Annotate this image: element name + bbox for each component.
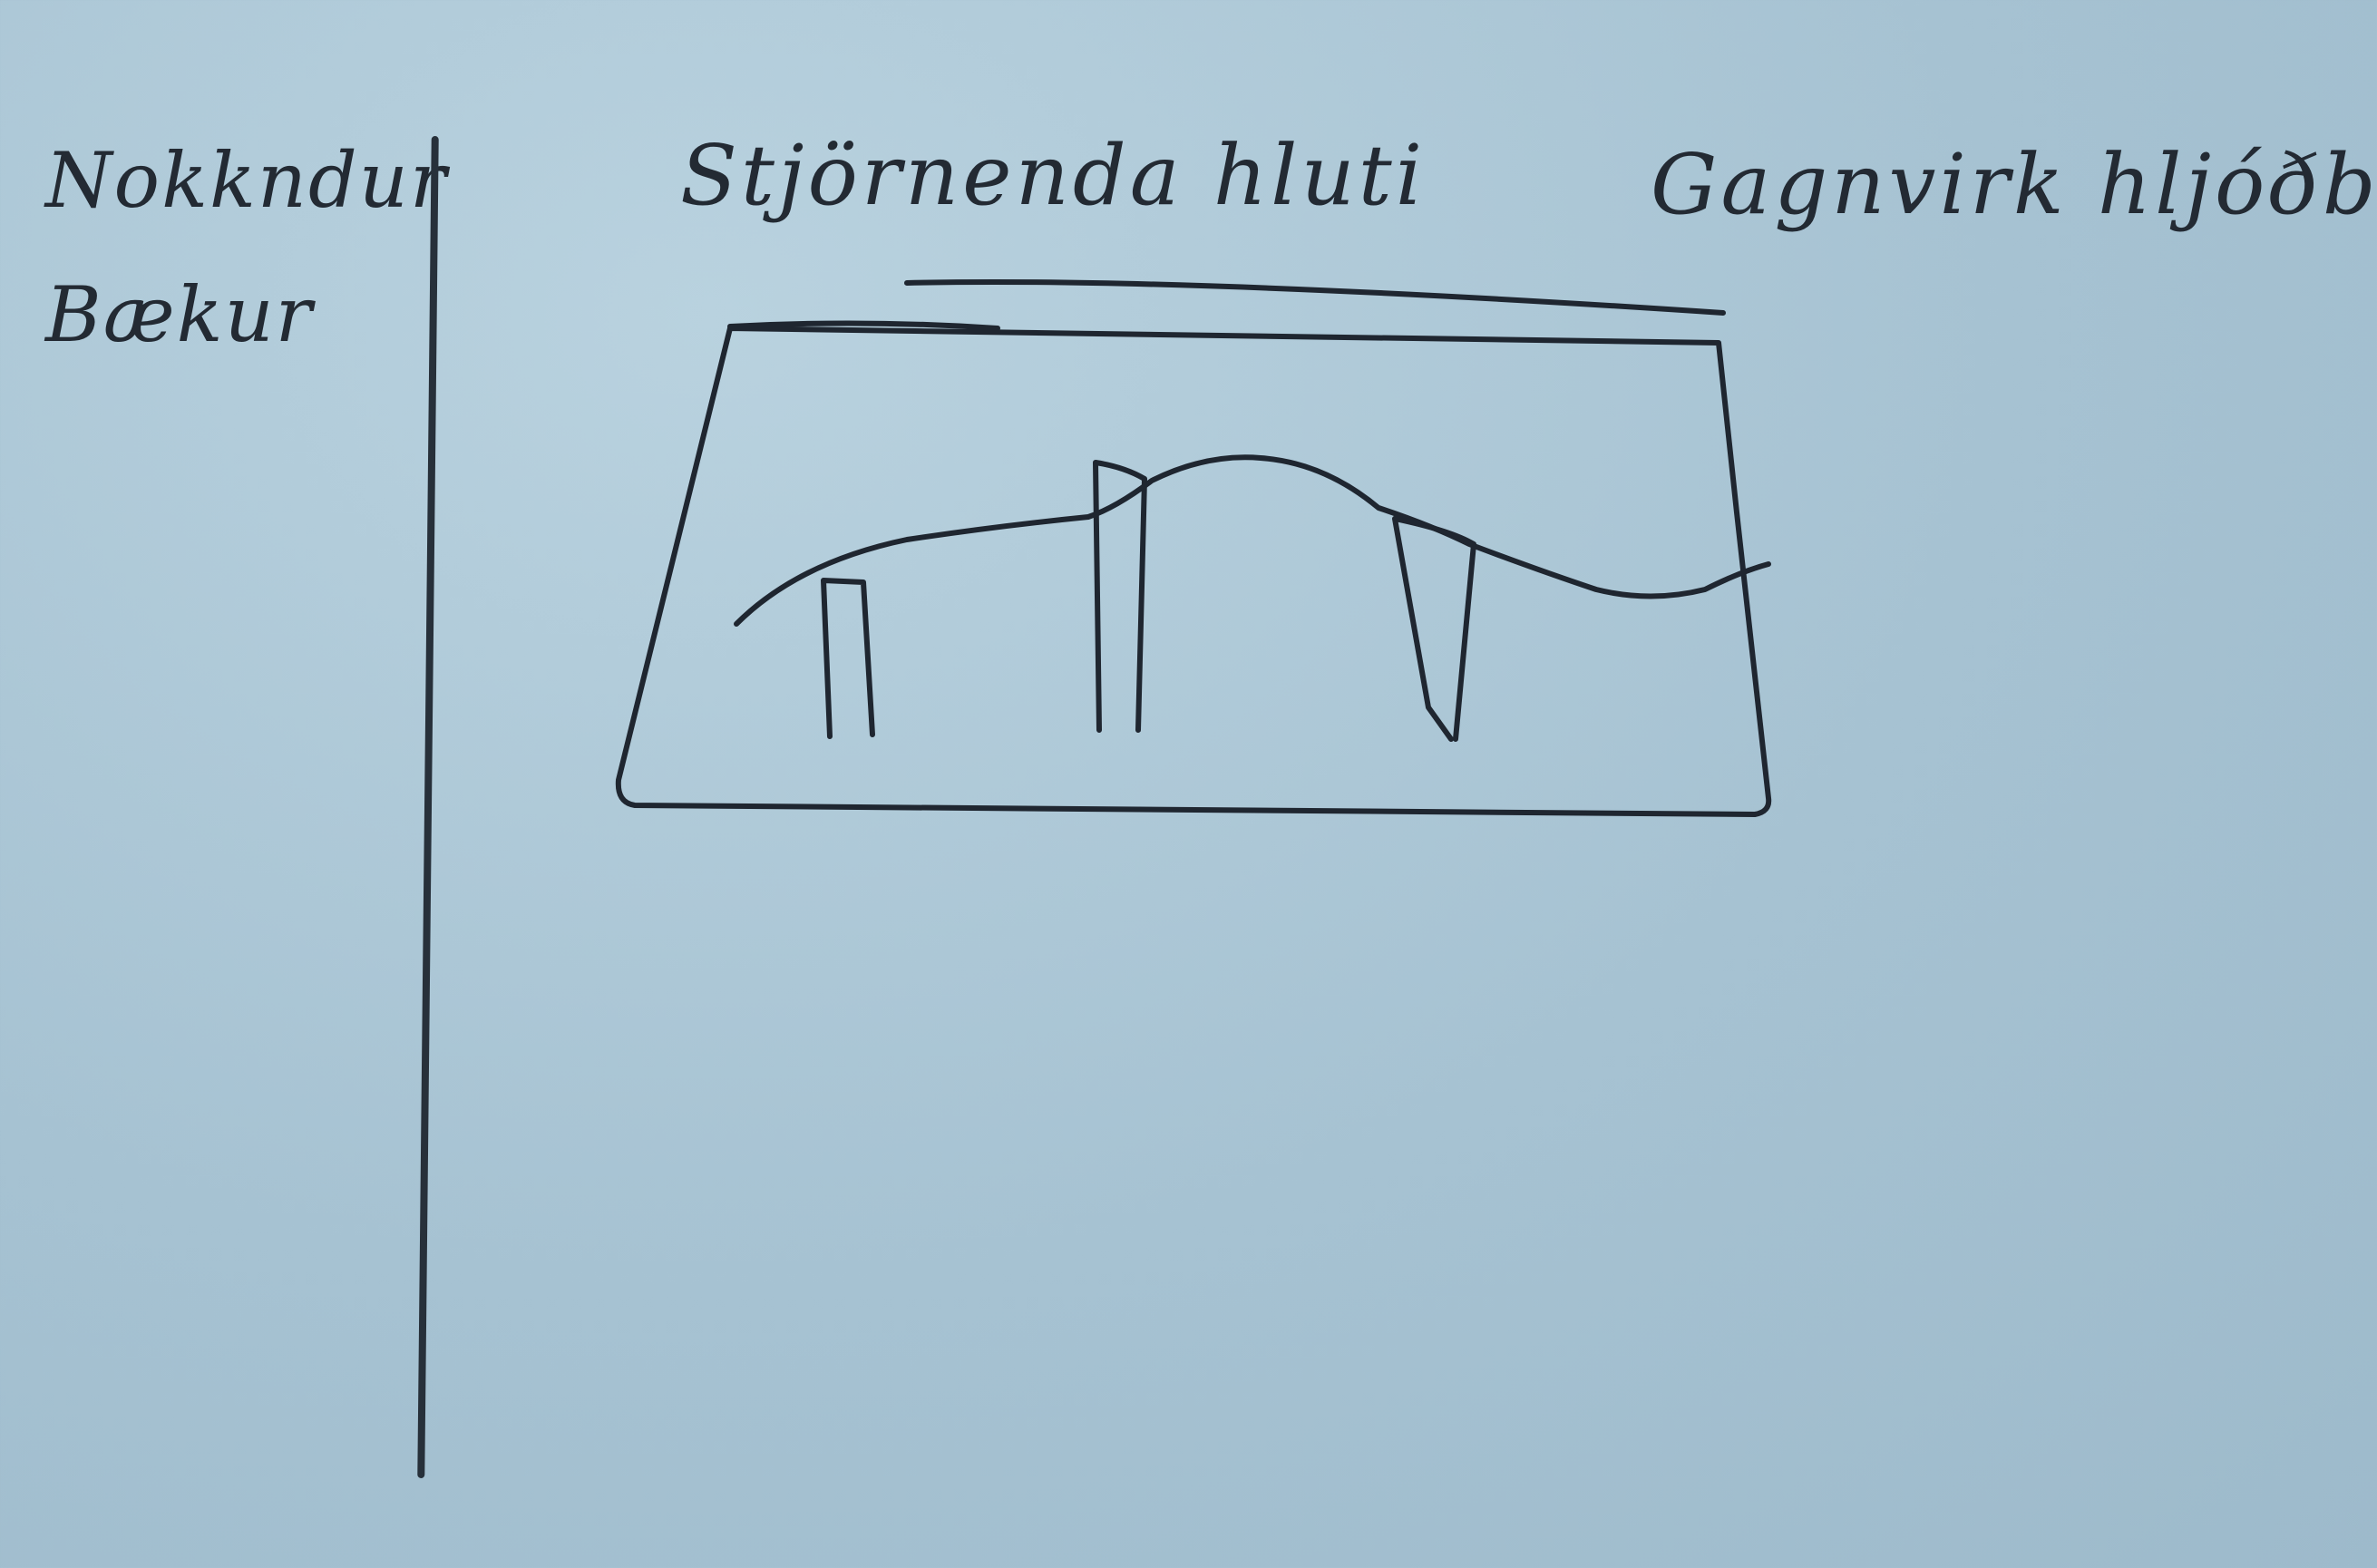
hero-frame (615, 326, 1772, 817)
tab-stjornenda-hluti[interactable]: Stjörnenda hluti (680, 127, 1427, 224)
landscape-sketch-icon (615, 278, 1772, 817)
pillar-tall (1093, 460, 1147, 733)
sidebar: Nokkndur Bækur (0, 0, 446, 1568)
sidebar-item-nokkndur[interactable]: Nokkndur (45, 136, 448, 225)
tab-gagnvirk-hljodbok[interactable]: Gagnvirk hljóðbók (1651, 136, 2377, 233)
sidebar-item-baekur[interactable]: Bækur (45, 270, 314, 359)
frame-accent-line (904, 278, 1726, 316)
pillar-slanted (1392, 516, 1476, 742)
pillar-small (821, 578, 875, 739)
frame-accent-line-left (727, 320, 1000, 331)
ridge-line (734, 454, 1771, 627)
